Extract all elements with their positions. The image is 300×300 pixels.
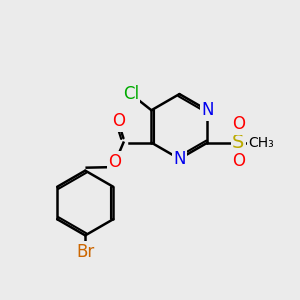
Text: O: O — [232, 152, 245, 170]
Text: N: N — [173, 150, 186, 168]
Text: CH₃: CH₃ — [248, 136, 274, 150]
Text: O: O — [112, 112, 125, 130]
Text: Br: Br — [76, 243, 94, 261]
Text: N: N — [201, 101, 214, 119]
Text: O: O — [108, 153, 121, 171]
Text: Cl: Cl — [123, 85, 139, 103]
Text: O: O — [232, 116, 245, 134]
Text: S: S — [232, 133, 244, 152]
